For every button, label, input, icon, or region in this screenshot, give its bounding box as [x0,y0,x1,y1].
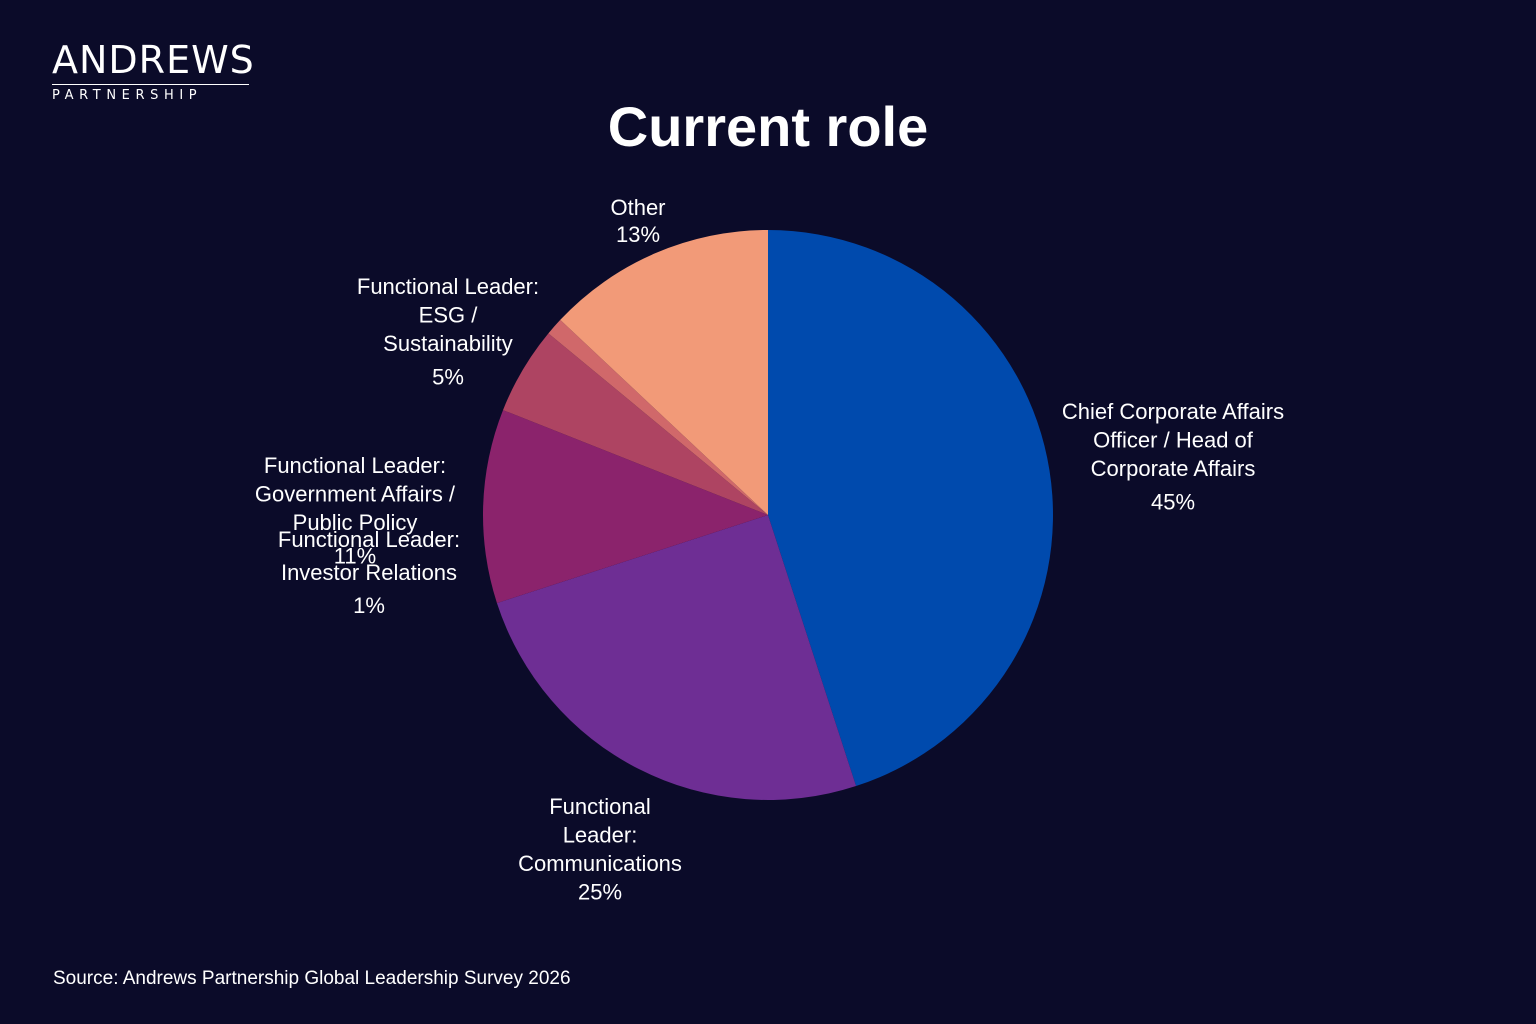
slice-value-label: 25% [578,879,622,904]
pie-slice [560,230,768,515]
pie-slice [496,515,857,800]
logo-subtitle: PARTNERSHIP [52,88,203,103]
slice-label: Other 13% [610,195,665,247]
slice-value-label: 45% [1151,489,1195,514]
slice-value-label: 5% [432,364,464,389]
slice-label: Functional Leader: Government Affairs / Pu… [255,453,456,569]
logo-wordmark: ANDREWS [52,38,255,82]
slice-label: Functional Leader: Investor Relations 1% [278,527,460,618]
pie-slice [768,230,1053,787]
logo-divider [52,84,249,85]
slice-value-label: 13% [616,222,660,247]
pie-slice [482,410,768,604]
chart-title: Current role [607,95,929,158]
slice-label: Chief Corporate Affairs Officer / Head of… [1062,399,1284,515]
pie-slices [482,230,1053,800]
logo: ANDREWS PARTNERSHIP [52,38,255,104]
slice-value-label: 1% [353,593,385,618]
slice-label: Functional Leader: ESG / Sustainability 5% [357,274,539,390]
source-note: Source: Andrews Partnership Global Leade… [53,968,571,989]
slice-label: Functional Leader: Communications 25% [518,794,682,905]
pie-slice [503,333,768,515]
pie-labels: Chief Corporate Affairs Officer / Head of… [255,195,1284,905]
pie-slice [548,319,768,515]
slice-value-label: 11% [334,543,376,568]
